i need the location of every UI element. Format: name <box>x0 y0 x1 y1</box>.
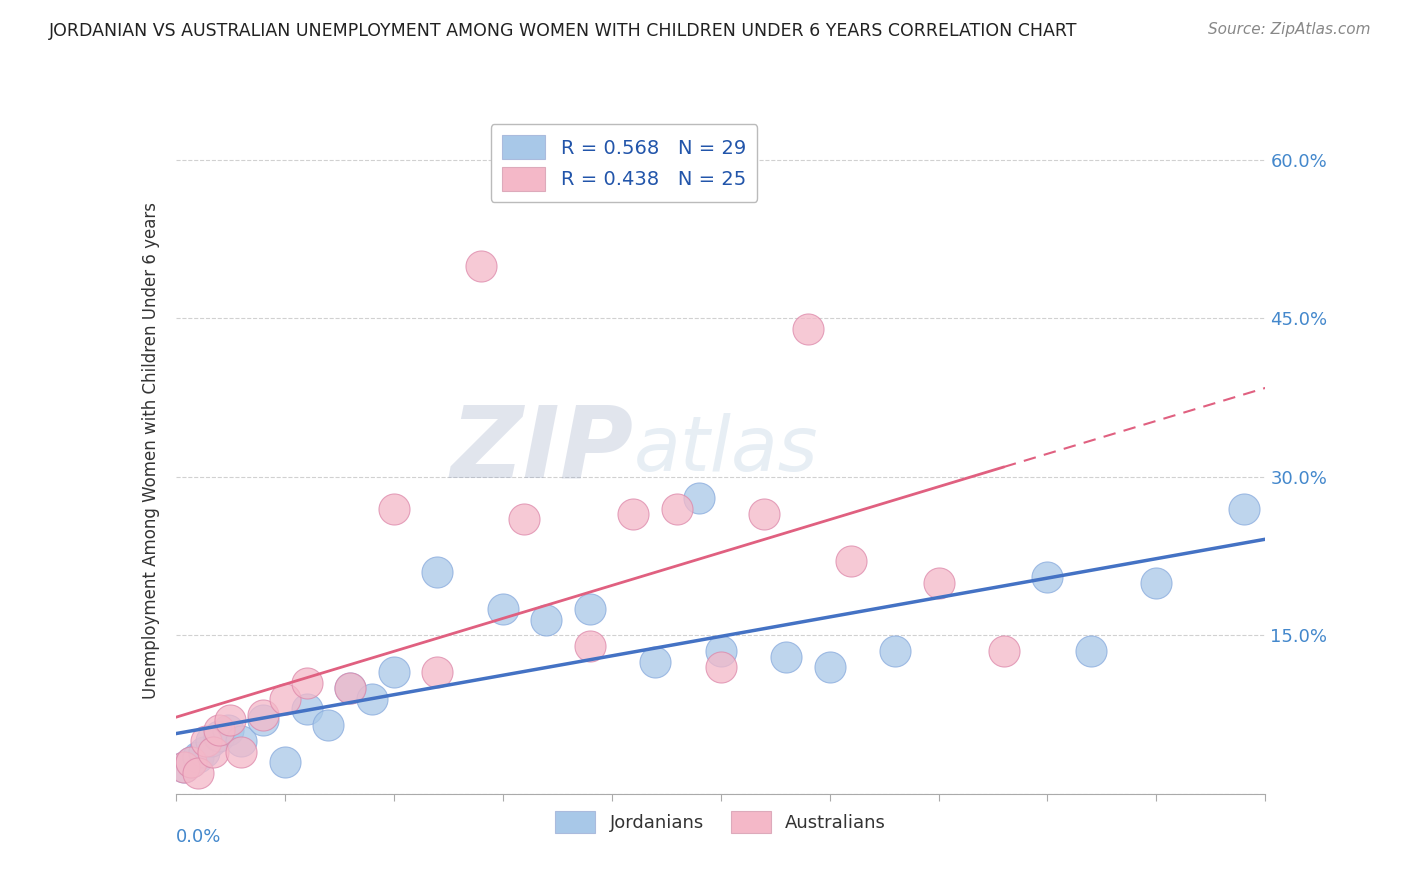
Point <box>195 734 218 748</box>
Point <box>710 660 733 674</box>
Point <box>252 707 274 722</box>
Point <box>252 713 274 727</box>
Point <box>621 507 644 521</box>
Point <box>274 691 297 706</box>
Point <box>1036 570 1059 584</box>
Point <box>208 723 231 738</box>
Point <box>173 760 195 774</box>
Point <box>360 691 382 706</box>
Text: 0.0%: 0.0% <box>176 828 221 847</box>
Text: Source: ZipAtlas.com: Source: ZipAtlas.com <box>1208 22 1371 37</box>
Point <box>579 602 602 616</box>
Point <box>193 745 215 759</box>
Point <box>186 765 209 780</box>
Point <box>666 501 689 516</box>
Point <box>754 507 776 521</box>
Point <box>426 665 449 680</box>
Point <box>1080 644 1102 658</box>
Point <box>173 760 195 774</box>
Text: atlas: atlas <box>633 414 818 487</box>
Point <box>180 755 202 769</box>
Point <box>710 644 733 658</box>
Point <box>318 718 340 732</box>
Point <box>382 501 405 516</box>
Point <box>1232 501 1256 516</box>
Point <box>231 745 253 759</box>
Point <box>841 554 863 568</box>
Point <box>217 723 239 738</box>
Point <box>1144 575 1167 590</box>
Point <box>208 729 231 743</box>
Point <box>993 644 1015 658</box>
Point <box>818 660 841 674</box>
Point <box>201 745 224 759</box>
Point <box>426 565 449 579</box>
Point <box>180 755 202 769</box>
Point <box>513 512 536 526</box>
Point <box>534 613 557 627</box>
Y-axis label: Unemployment Among Women with Children Under 6 years: Unemployment Among Women with Children U… <box>142 202 160 699</box>
Point <box>382 665 405 680</box>
Point <box>339 681 361 696</box>
Point <box>884 644 907 658</box>
Point <box>644 655 666 669</box>
Point <box>231 734 253 748</box>
Text: JORDANIAN VS AUSTRALIAN UNEMPLOYMENT AMONG WOMEN WITH CHILDREN UNDER 6 YEARS COR: JORDANIAN VS AUSTRALIAN UNEMPLOYMENT AMO… <box>49 22 1078 40</box>
Point <box>295 702 318 716</box>
Point <box>295 676 318 690</box>
Point <box>339 681 361 696</box>
Point <box>928 575 950 590</box>
Point <box>688 491 710 505</box>
Point <box>274 755 297 769</box>
Point <box>219 713 242 727</box>
Point <box>775 649 797 664</box>
Point <box>186 750 209 764</box>
Legend: Jordanians, Australians: Jordanians, Australians <box>548 804 893 839</box>
Point <box>797 322 820 336</box>
Point <box>579 639 602 653</box>
Point <box>470 259 492 273</box>
Text: ZIP: ZIP <box>450 402 633 499</box>
Point <box>200 734 222 748</box>
Point <box>492 602 515 616</box>
